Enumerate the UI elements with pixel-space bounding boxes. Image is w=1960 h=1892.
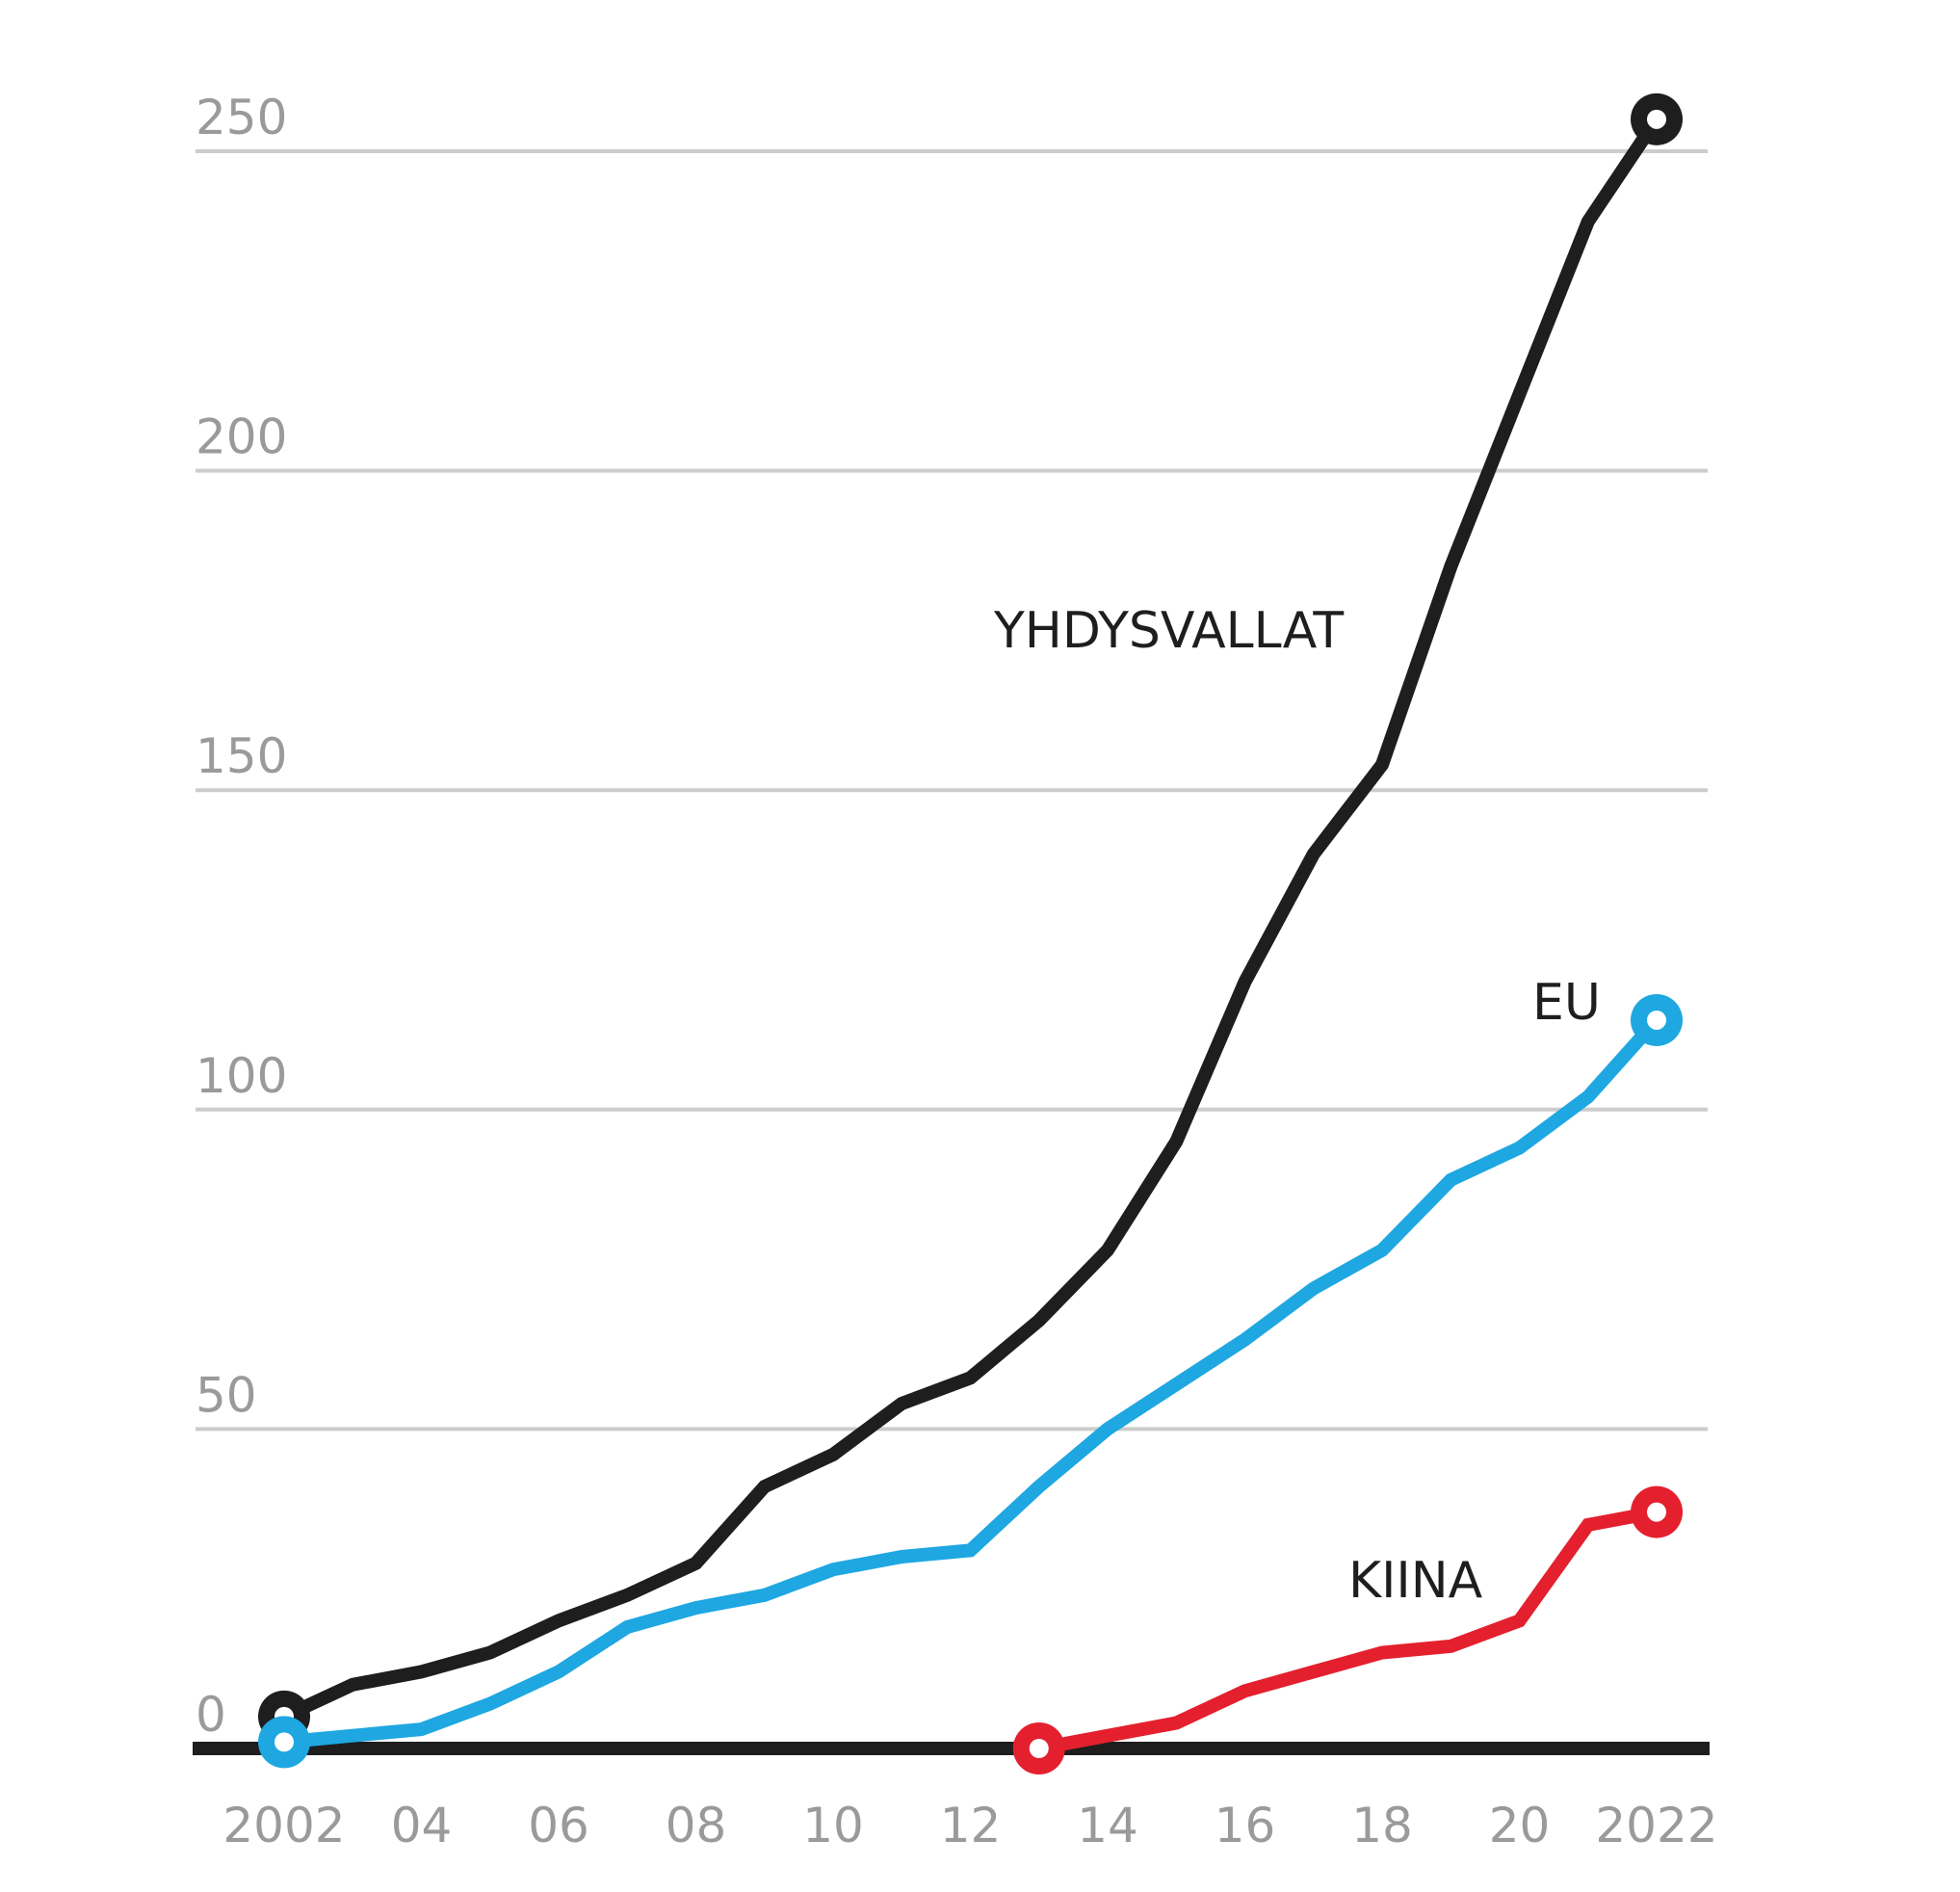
x-tick-label: 2022 (1595, 1798, 1717, 1853)
end-marker-eu-center (1647, 1010, 1666, 1030)
series-line-eu (283, 1015, 1662, 1749)
y-tick-label: 150 (196, 728, 287, 784)
y-tick-label: 50 (196, 1367, 257, 1423)
x-tick-label: 12 (940, 1798, 1002, 1853)
x-tick-label: 14 (1077, 1798, 1138, 1853)
x-tick-label: 2002 (222, 1798, 345, 1853)
y-tick-label: 0 (196, 1687, 226, 1743)
y-tick-label: 200 (196, 409, 287, 465)
end-marker-kiina-center (1647, 1502, 1666, 1522)
series-line-yhdysvallat (281, 115, 1662, 1723)
x-tick-label: 10 (802, 1798, 864, 1853)
series-line-kiina (1037, 1505, 1659, 1755)
x-tick-label: 16 (1215, 1798, 1276, 1853)
y-tick-label: 100 (196, 1048, 287, 1104)
start-marker-kiina-center (1029, 1739, 1049, 1758)
x-tick-label: 04 (391, 1798, 453, 1853)
series-label-kiina: KIINA (1348, 1552, 1483, 1610)
series-label-yhdysvallat: YHDYSVALLAT (993, 602, 1344, 660)
x-tick-label: 18 (1351, 1798, 1413, 1853)
start-marker-eu-center (274, 1732, 294, 1752)
x-tick-label: 08 (666, 1798, 727, 1853)
x-tick-label: 06 (528, 1798, 589, 1853)
y-tick-label: 250 (196, 90, 287, 145)
end-marker-yhdysvallat-center (1647, 109, 1666, 129)
x-tick-label: 20 (1489, 1798, 1551, 1853)
series-label-eu: EU (1532, 974, 1601, 1032)
